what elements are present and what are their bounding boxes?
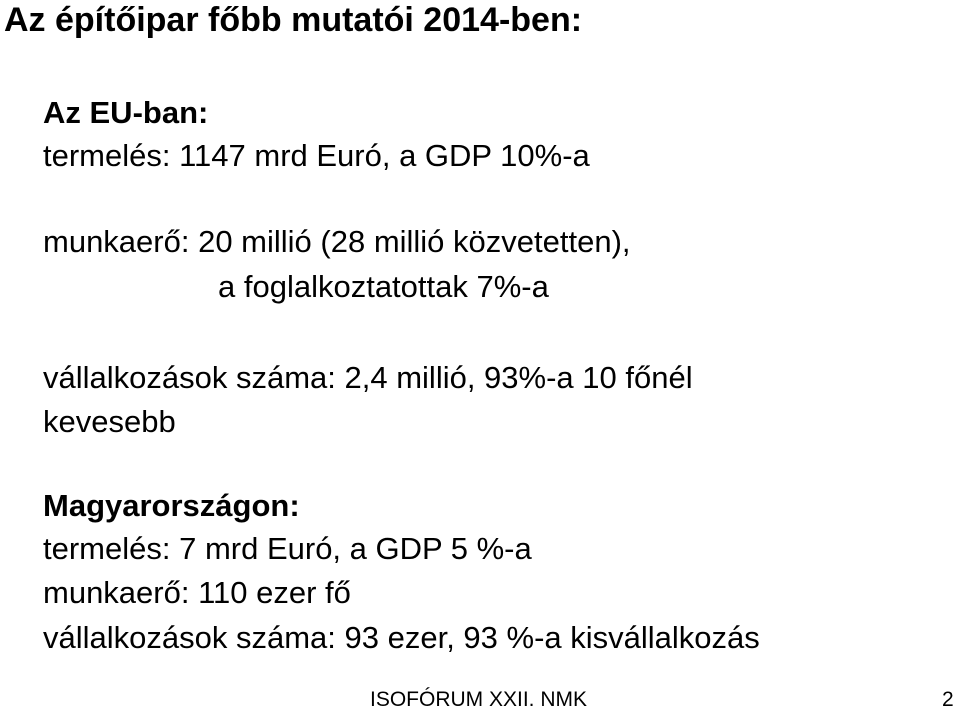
eu-companies-line1: vállalkozások száma: 2,4 millió, 93%-a 1… [43,360,693,395]
eu-production: termelés: 1147 mrd Euró, a GDP 10%-a [43,138,590,173]
eu-companies-line2: kevesebb [43,404,176,439]
page-number: 2 [942,688,954,711]
footer-label: ISOFÓRUM XXII. NMK [370,688,588,711]
eu-workforce-line2: a foglalkoztatottak 7%-a [218,269,549,304]
hungary-workforce: munkaerő: 110 ezer fő [43,575,351,610]
eu-heading: Az EU-ban: [43,95,209,130]
hungary-heading: Magyarországon: [43,488,300,523]
hungary-companies: vállalkozások száma: 93 ezer, 93 %-a kis… [43,620,760,655]
hungary-production: termelés: 7 mrd Euró, a GDP 5 %-a [43,531,532,566]
slide-title: Az építőipar főbb mutatói 2014-ben: [4,1,583,39]
eu-workforce-line1: munkaerő: 20 millió (28 millió közvetett… [43,224,631,259]
